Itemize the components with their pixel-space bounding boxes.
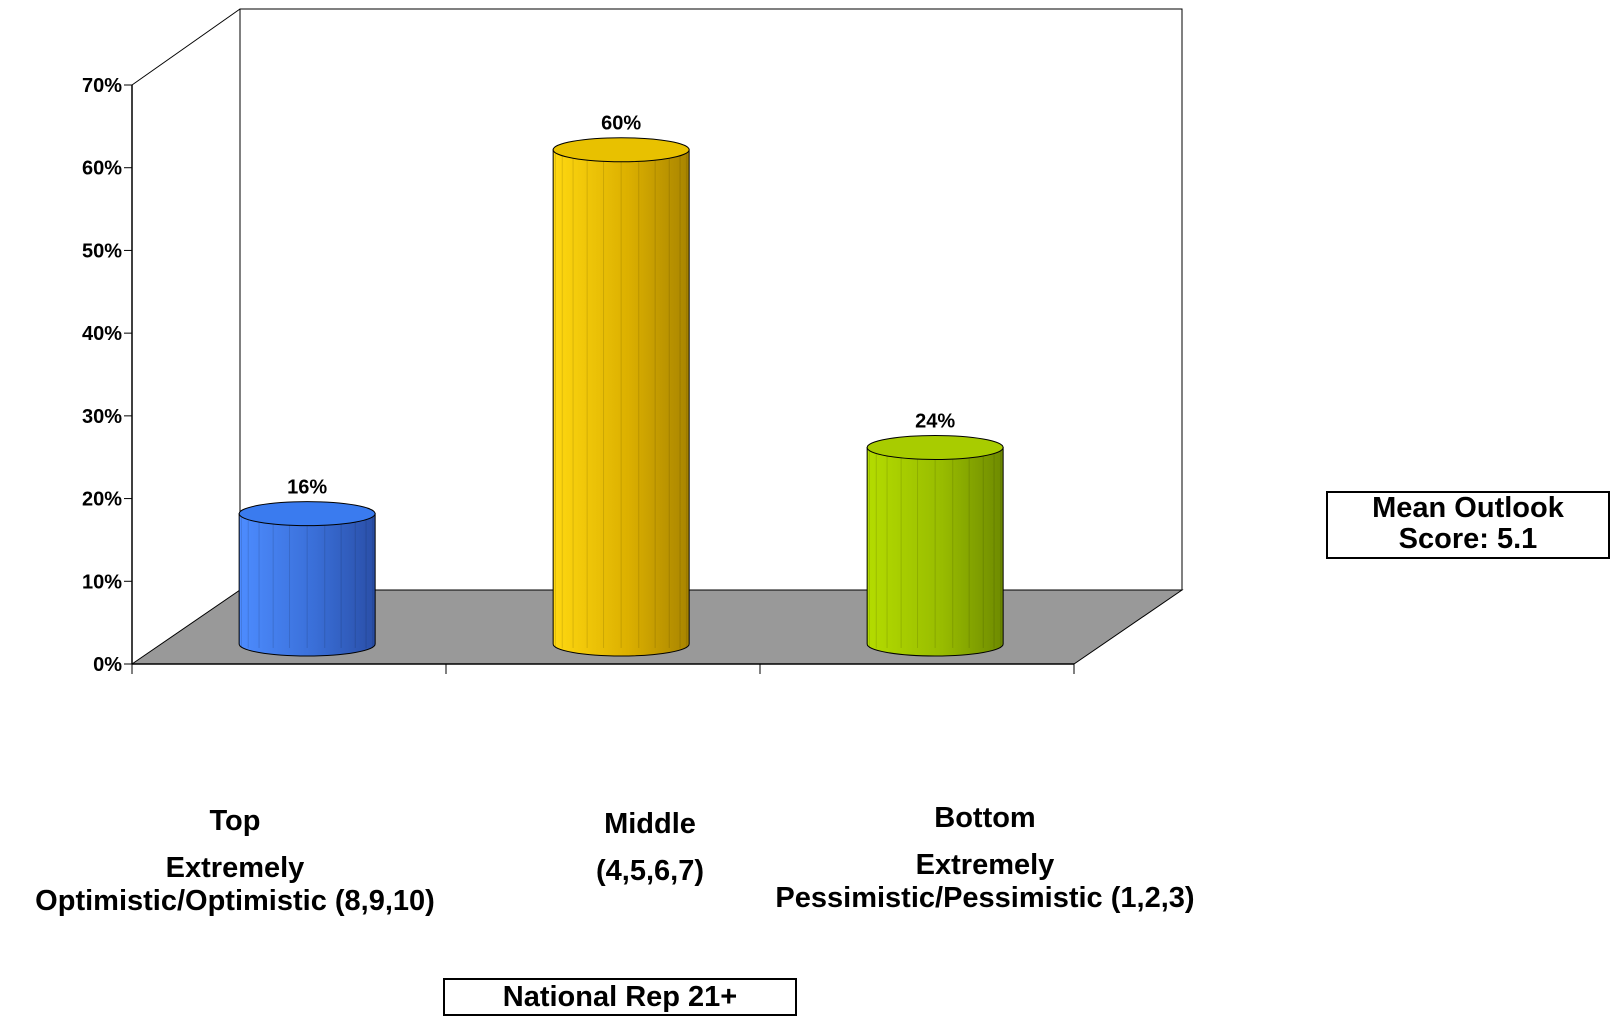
y-tick-label: 30%: [82, 406, 122, 428]
category-name: Middle: [604, 808, 696, 840]
y-tick-label: 50%: [82, 240, 122, 262]
bar-middle: [552, 137, 690, 657]
data-labels: 16% 60% 24%: [287, 113, 955, 499]
y-tick-label: 40%: [82, 323, 122, 345]
mean-outlook-line-1: Mean Outlook: [1372, 492, 1564, 524]
category-top: Top Extremely Optimistic/Optimistic (8,9…: [0, 804, 470, 918]
bar-top: [552, 137, 690, 163]
bar-bottom: [866, 434, 1004, 657]
left-wall-top-edge: [131, 8, 241, 86]
bar-top: [238, 501, 376, 527]
y-tick-label: 20%: [82, 489, 122, 511]
data-label: 16%: [287, 477, 327, 499]
data-label: 60%: [601, 113, 641, 135]
category-bottom: Bottom Extremely Pessimistic/Pessimistic…: [740, 801, 1230, 915]
bar-body: [238, 513, 376, 657]
category-name: Top: [209, 805, 261, 837]
y-tick-label: 0%: [93, 654, 122, 676]
bar-body: [552, 149, 690, 657]
category-description: Extremely Pessimistic/Pessimistic (1,2,3…: [775, 849, 1195, 914]
data-label: 24%: [915, 410, 955, 432]
mean-outlook-line-2: Score: 5.1: [1398, 523, 1538, 555]
back-wall: [239, 8, 1183, 591]
y-tick-label: 10%: [82, 571, 122, 593]
bars: [238, 137, 1004, 657]
mean-outlook-score-box: Mean Outlook Score: 5.1: [1326, 491, 1610, 559]
y-tick-label: 70%: [82, 75, 122, 97]
bar-body: [866, 446, 1004, 657]
bar-top: [238, 501, 376, 657]
y-tick-label: 60%: [82, 158, 122, 180]
bar-top: [866, 434, 1004, 460]
category-name: Bottom: [934, 802, 1036, 834]
category-description: (4,5,6,7): [596, 855, 704, 887]
category-middle: Middle (4,5,6,7): [510, 807, 790, 888]
sample-label-box: National Rep 21+: [443, 978, 797, 1016]
category-description: Extremely Optimistic/Optimistic (8,9,10): [35, 852, 435, 917]
